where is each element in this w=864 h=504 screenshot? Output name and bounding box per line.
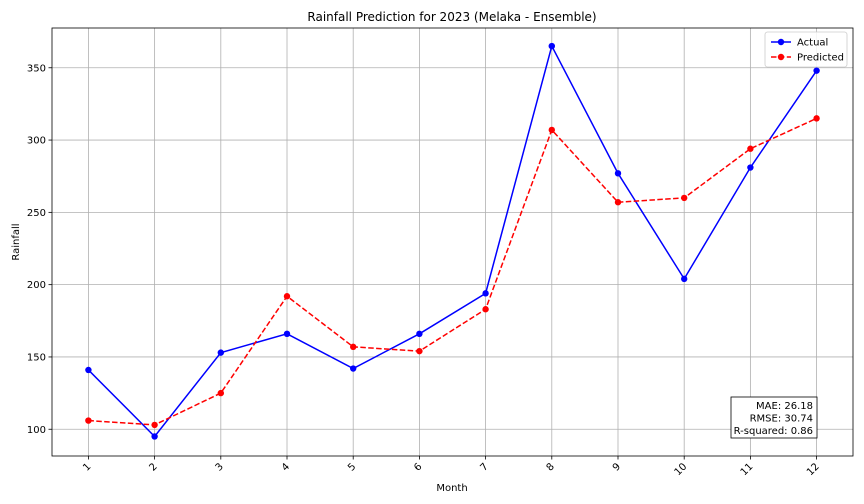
y-axis-label: Rainfall [11,223,22,260]
metrics-annotation: MAE: 26.18 RMSE: 30.74R-squared: 0.86 [730,396,818,439]
data-point-predicted [548,126,555,134]
data-point-actual [350,365,357,372]
data-point-actual [813,67,820,74]
legend-label-actual: Actual [797,38,828,49]
series-line-predicted [88,117,817,426]
annotation-line: RMSE: 30.74 [750,414,813,425]
series-line-actual [87,44,818,438]
annotation-box [730,396,818,439]
data-point-actual [747,164,754,171]
data-point-actual [482,290,489,297]
data-point-predicted [680,194,688,202]
data-point-predicted [482,306,489,313]
data-point-predicted [283,293,291,300]
legend-marker-actual [777,38,785,46]
data-point-predicted [614,199,622,206]
data-point-predicted [350,343,357,351]
legend-box [764,31,848,68]
series [85,42,820,440]
data-point-predicted [747,145,754,152]
y-tick-label: 300 [27,136,46,147]
data-point-actual [217,349,225,356]
annotation-line: R-squared: 0.86 [734,426,813,437]
y-tick-label: 200 [27,280,46,291]
data-point-actual [85,366,92,374]
legend: Actual Predicted [764,31,848,68]
data-point-actual [283,330,291,338]
data-point-actual [548,42,555,50]
x-axis-label: Month [436,483,467,494]
data-point-actual [614,170,622,177]
data-point-actual [680,275,688,283]
data-point-predicted [151,421,158,429]
chart-title: Rainfall Prediction for 2023 (Melaka - E… [307,10,596,24]
y-tick-label: 350 [27,63,46,74]
legend-label-predicted: Predicted [797,53,844,64]
grid [52,28,853,456]
y-tick-label: 100 [27,425,46,436]
data-point-predicted [813,115,820,122]
plot-frame [51,27,854,457]
y-tick-label: 250 [27,208,46,219]
data-point-actual [151,433,158,440]
data-point-actual [416,330,423,338]
legend-marker-predicted [777,53,785,61]
data-point-predicted [416,347,423,355]
annotation-line: MAE: 26.18 [756,401,813,412]
data-point-predicted [217,389,225,397]
y-tick-label: 150 [27,352,46,363]
data-point-predicted [85,417,92,424]
